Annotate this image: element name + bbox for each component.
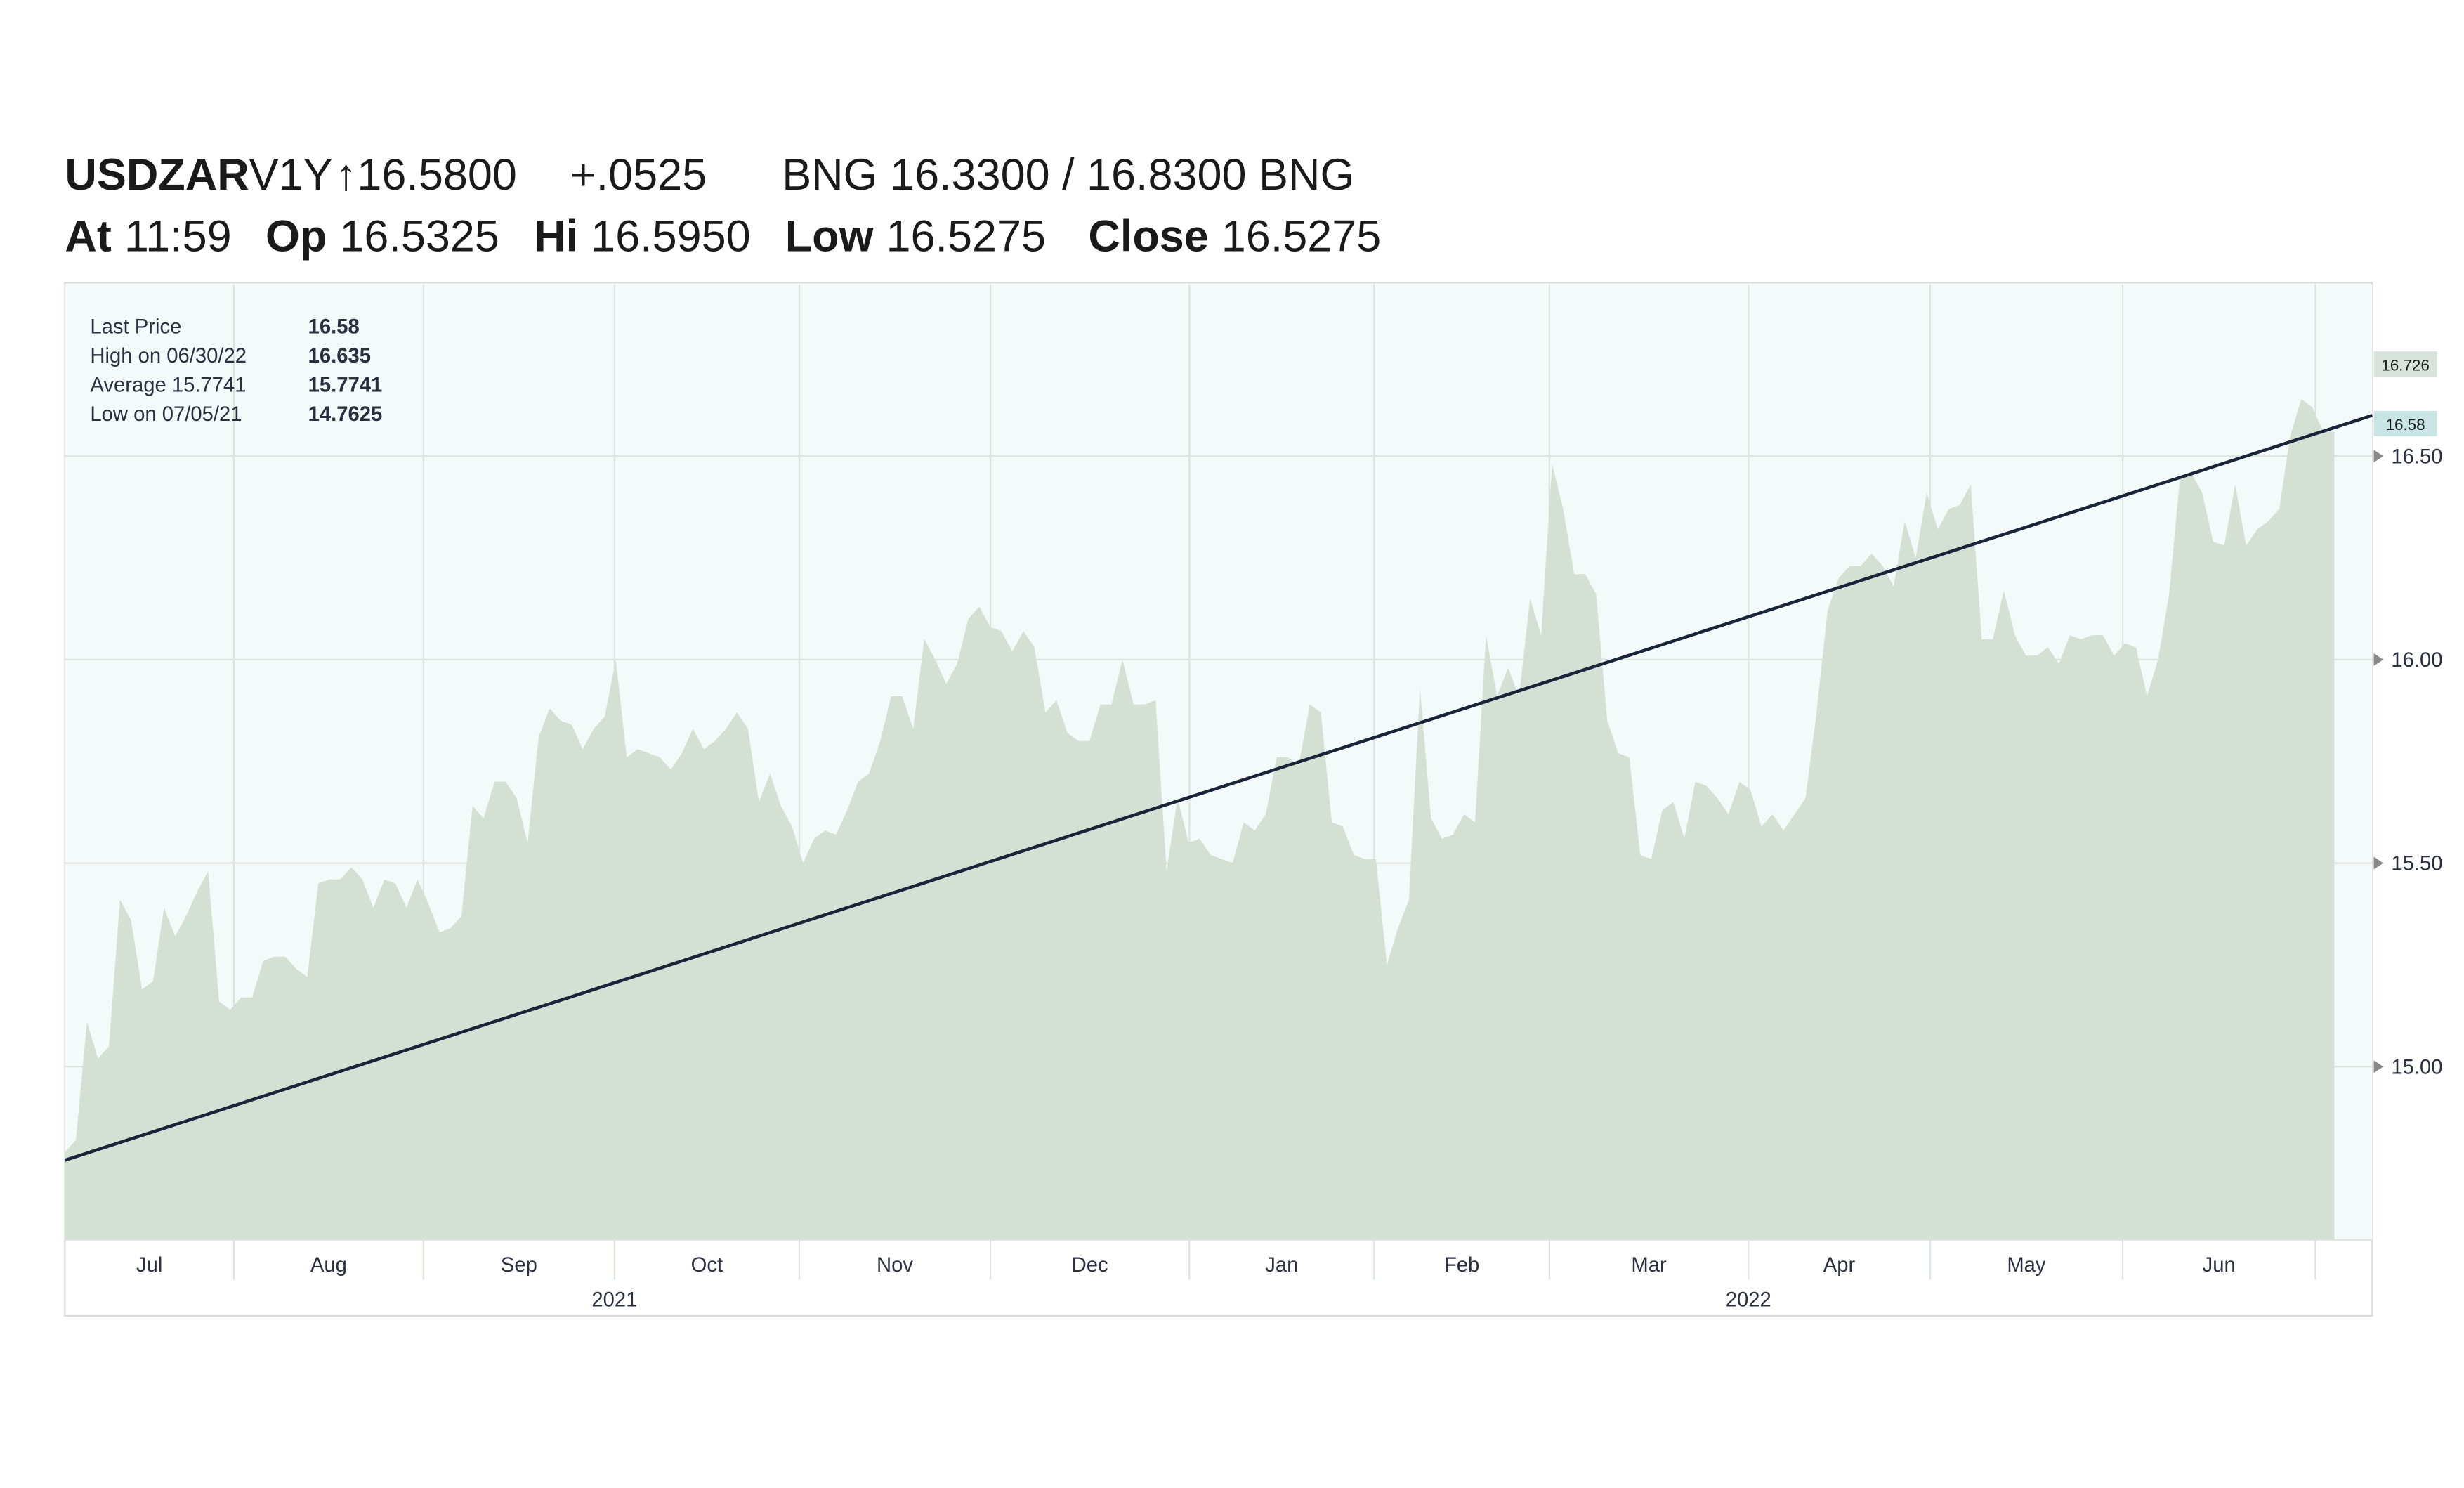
last-tag-label: 16.58 [2385,416,2425,433]
x-tick-label: Aug [310,1254,347,1277]
tick-mark [2373,450,2384,463]
field-label: At [65,211,111,261]
high-tag-label: 16.726 [2381,356,2430,374]
field-value: 16.5275 [886,211,1047,261]
x-tick-label: Apr [1823,1254,1856,1277]
field: Low 16.5275 [785,211,1046,261]
x-tick-label: Nov [877,1254,913,1277]
high-tag [2373,351,2437,377]
x-tick-label: Mar [1631,1254,1667,1277]
last-tag [2373,410,2437,436]
marks [64,399,2373,1240]
x-tick-label: Feb [1444,1254,1479,1277]
stats: Last Price 16.58 High on 06/30/22 16.635 Ave… [90,315,382,426]
field: At 11:59 [65,211,231,261]
fields: At 11:59 Op 16.5325 Hi 16.5950 Low 16.5275 Close… [65,211,1381,261]
tick-mark [2373,653,2384,666]
y-tick-label: 15.00 [2391,1056,2442,1078]
tick-mark [2373,1060,2384,1073]
year-label: 2021 [591,1288,637,1311]
x-tick-label: Sep [501,1254,537,1277]
y-tick-label: 16.50 [2391,445,2442,468]
tick-mark [2373,856,2384,870]
trend-line [64,414,2373,1162]
field-label: Low [785,211,874,261]
x-tick-label: May [2007,1254,2046,1277]
field: Hi 16.5950 [534,211,750,261]
change: +.0525 [570,150,707,200]
year-label: 2022 [1726,1288,1771,1311]
y-tick-label: 15.50 [2391,853,2442,875]
stat-value: 14.7625 [308,403,383,426]
last: ↑16.5800 [335,150,517,200]
y-tick-label: 16.00 [2391,649,2442,672]
x-tick-label: Dec [1072,1254,1108,1277]
symbol: USDZAR [65,150,249,200]
field-value: 16.5325 [339,211,499,261]
x-tick-label: Oct [691,1254,723,1277]
field: Op 16.5325 [266,211,499,261]
field-label: Close [1088,211,1208,261]
stat-label: High on 06/30/22 [90,345,247,367]
period: V1Y [249,150,333,200]
x-tick-label: Jun [2203,1254,2236,1277]
axis: Jul Aug Sep Oct Nov Dec Jan Feb Mar Apr May Jun 2021… [65,351,2442,1311]
field-value: 11:59 [124,211,232,261]
field-label: Op [266,211,327,261]
stat-value: 15.7741 [308,374,383,397]
stat-label: Last Price [90,315,181,338]
field: Close 16.5275 [1088,211,1381,261]
area [65,399,2335,1240]
x-tick-label: Jan [1265,1254,1298,1277]
field-label: Hi [534,211,578,261]
stat-label: Average 15.7741 [90,374,246,397]
stat-label: Low on 07/05/21 [90,403,242,426]
stat-value: 16.635 [308,345,371,367]
symbol-line: USDZARV1Y [65,150,332,200]
stat-value: 16.58 [308,315,360,338]
field-value: 16.5950 [591,211,751,261]
x-tick-label: Jul [136,1254,162,1277]
field-value: 16.5275 [1221,211,1382,261]
bid-ask: BNG 16.3300 / 16.8300 BNG [782,150,1354,200]
